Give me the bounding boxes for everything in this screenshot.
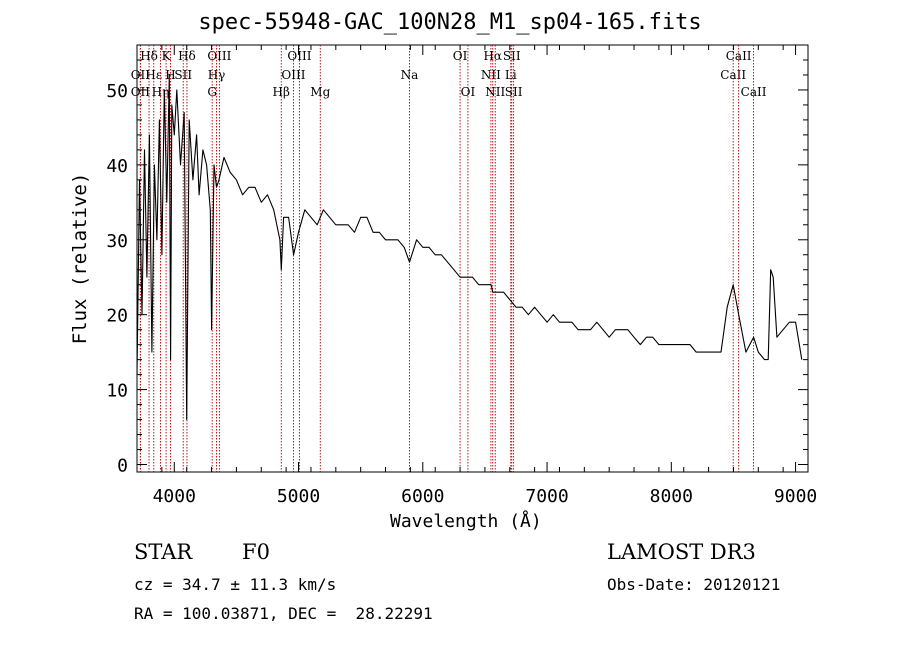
marker-label: SII	[503, 49, 521, 63]
marker-label: OIII	[207, 49, 231, 63]
spectrum-series	[136, 74, 803, 421]
marker-label: OIII	[281, 68, 305, 82]
marker-label: Hδ	[178, 49, 196, 63]
marker-label: OIII	[287, 49, 311, 63]
marker-label: CaII	[720, 68, 746, 82]
marker-label: CaII	[741, 85, 767, 99]
marker-label: OI	[461, 85, 476, 99]
marker-label: H	[165, 68, 175, 82]
y-tick-label: 10	[106, 381, 128, 402]
marker-label: NII	[485, 85, 505, 99]
plot-frame	[136, 44, 809, 473]
chart-title: spec-55948-GAC_100N28_M1_sp04-165.fits	[198, 10, 702, 35]
x-tick-label: 4000	[153, 486, 196, 507]
marker-label: CaII	[726, 49, 752, 63]
marker-label: Hα	[483, 49, 502, 63]
y-tick-label: 40	[106, 156, 128, 177]
marker-label: Na	[401, 68, 419, 82]
marker-label: SII	[174, 68, 192, 82]
line-markers: HδOIIOIIHεHηKHSIIHδOIIIHγGHβOIIIOIIIMgNa…	[131, 45, 767, 472]
series-line	[136, 74, 803, 421]
x-tick-label: 8000	[650, 486, 693, 507]
marker-label: OII	[131, 85, 151, 99]
y-tick-label: 0	[117, 456, 128, 477]
object-class: STAR	[134, 540, 193, 564]
marker-label: K	[162, 49, 172, 63]
marker-label: Li	[505, 68, 517, 82]
axis-ticks: 4000 5000 6000 7000 8000 9000 0 10 20 30 40 50	[106, 44, 817, 507]
marker-label: NII	[481, 68, 501, 82]
redshift-cz: cz = 34.7 ± 11.3 km/s	[134, 575, 337, 594]
obs-date: Obs-Date: 20120121	[607, 575, 781, 594]
marker-label: Hε	[145, 68, 162, 82]
x-tick-label: 9000	[774, 486, 817, 507]
y-tick-label: 50	[106, 81, 128, 102]
coordinates: RA = 100.03871, DEC = 28.22291	[134, 604, 433, 623]
marker-label: Hη	[152, 85, 170, 99]
x-tick-label: 6000	[401, 486, 444, 507]
y-tick-label: 20	[106, 306, 128, 327]
marker-label: Hδ	[140, 49, 158, 63]
y-tick-label: 30	[106, 231, 128, 252]
marker-label: G	[207, 85, 217, 99]
marker-label: SII	[505, 85, 523, 99]
y-axis-label: Flux (relative)	[69, 173, 91, 345]
marker-label: Hγ	[208, 68, 226, 82]
marker-label: Hβ	[273, 85, 290, 99]
survey-name: LAMOST DR3	[607, 540, 756, 564]
marker-label: OI	[453, 49, 468, 63]
marker-label: Mg	[310, 85, 330, 99]
x-axis-label: Wavelength (Å)	[390, 511, 542, 532]
x-tick-label: 7000	[525, 486, 568, 507]
spectral-subclass: F0	[242, 540, 270, 564]
x-tick-label: 5000	[277, 486, 320, 507]
